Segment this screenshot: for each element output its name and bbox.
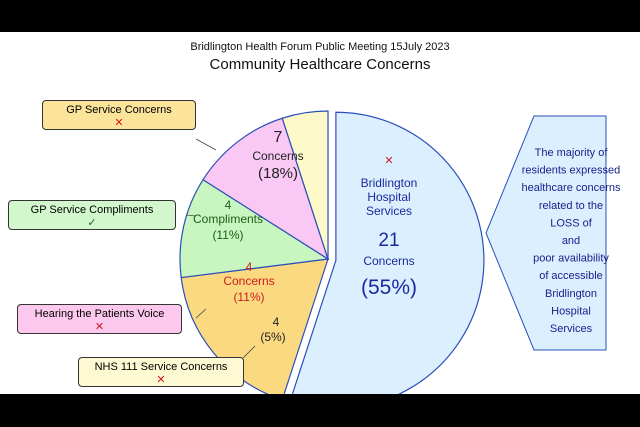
slice-count: 4 bbox=[225, 198, 232, 212]
callout-line-patients-voice bbox=[195, 308, 207, 319]
callout-label: NHS 111 Service Concerns bbox=[94, 361, 228, 373]
slice-label-line: Services bbox=[366, 204, 412, 218]
slice-count: 7 bbox=[274, 129, 283, 146]
callout-line-gp-concerns bbox=[195, 138, 217, 151]
slice-count: 21 bbox=[378, 230, 399, 251]
note-text-line: and bbox=[562, 235, 580, 247]
slice-count: 4 bbox=[273, 315, 280, 329]
pie-slice-gp-service-compliments bbox=[179, 178, 330, 279]
slice-label-line: Hospital bbox=[367, 190, 410, 204]
note-text-line: Services bbox=[550, 323, 593, 335]
slice-label-line: Bridlington bbox=[361, 176, 418, 190]
note-text-line: poor availability bbox=[533, 253, 609, 265]
cross-icon: ✕ bbox=[156, 374, 166, 386]
note-text-line: healthcare concerns bbox=[521, 182, 621, 194]
pie-slice-bridlington-hospital-services bbox=[291, 111, 485, 394]
note-arrow-shape bbox=[485, 115, 607, 351]
pie-slice-gp-service-concerns bbox=[180, 258, 329, 394]
callout-line-gp-compliments bbox=[185, 214, 197, 217]
slice-unit: Concerns bbox=[363, 254, 414, 268]
chart-subtitle: Bridlington Health Forum Public Meeting … bbox=[190, 41, 450, 53]
callout-gp-service-concerns: GP Service Concerns ✕ bbox=[42, 100, 196, 130]
callout-gp-service-compliments: GP Service Compliments ✓ bbox=[8, 200, 176, 230]
cross-icon: ✕ bbox=[114, 117, 124, 129]
chart-title: Community Healthcare Concerns bbox=[209, 56, 431, 73]
callout-hearing-patients-voice: Hearing the Patients Voice ✕ bbox=[17, 304, 182, 334]
slice-cross-icon: ✕ bbox=[384, 155, 393, 167]
callout-label: GP Service Concerns bbox=[66, 104, 172, 116]
slice-count: 4 bbox=[246, 260, 253, 274]
note-text-line: of accessible bbox=[539, 270, 603, 282]
chart-canvas: Bridlington Health Forum Public Meeting … bbox=[0, 32, 640, 394]
check-icon: ✓ bbox=[87, 217, 97, 229]
note-text-line: Bridlington bbox=[545, 288, 597, 300]
callout-label: Hearing the Patients Voice bbox=[34, 308, 165, 320]
slice-pct: (11%) bbox=[233, 290, 264, 304]
callout-line-nhs111 bbox=[242, 345, 256, 359]
note-text-line: Hospital bbox=[551, 305, 591, 317]
slice-pct: (55%) bbox=[361, 276, 417, 299]
pie-slice-nhs-111-service-concerns bbox=[281, 110, 329, 260]
note-text-line: residents expressed bbox=[522, 165, 620, 177]
slice-pct: (18%) bbox=[258, 165, 298, 182]
note-text-line: LOSS of bbox=[550, 217, 593, 229]
slice-unit: Compliments bbox=[193, 212, 263, 226]
note-text-line: related to the bbox=[539, 200, 603, 212]
slice-pct: (5%) bbox=[260, 330, 285, 344]
cross-icon: ✕ bbox=[94, 321, 105, 333]
slice-unit: Concerns bbox=[252, 149, 303, 163]
slice-unit: Concerns bbox=[223, 274, 274, 288]
pie-slice-hearing-the-patients-voice bbox=[202, 117, 330, 261]
callout-label: GP Service Compliments bbox=[30, 204, 154, 216]
pie-chart: ✕BridlingtonHospitalServices21Concerns(5… bbox=[179, 110, 621, 394]
callout-nhs111-concerns: NHS 111 Service Concerns ✕ bbox=[78, 357, 244, 387]
slice-pct: (11%) bbox=[212, 228, 243, 242]
note-text-line: The majority of bbox=[535, 147, 609, 159]
